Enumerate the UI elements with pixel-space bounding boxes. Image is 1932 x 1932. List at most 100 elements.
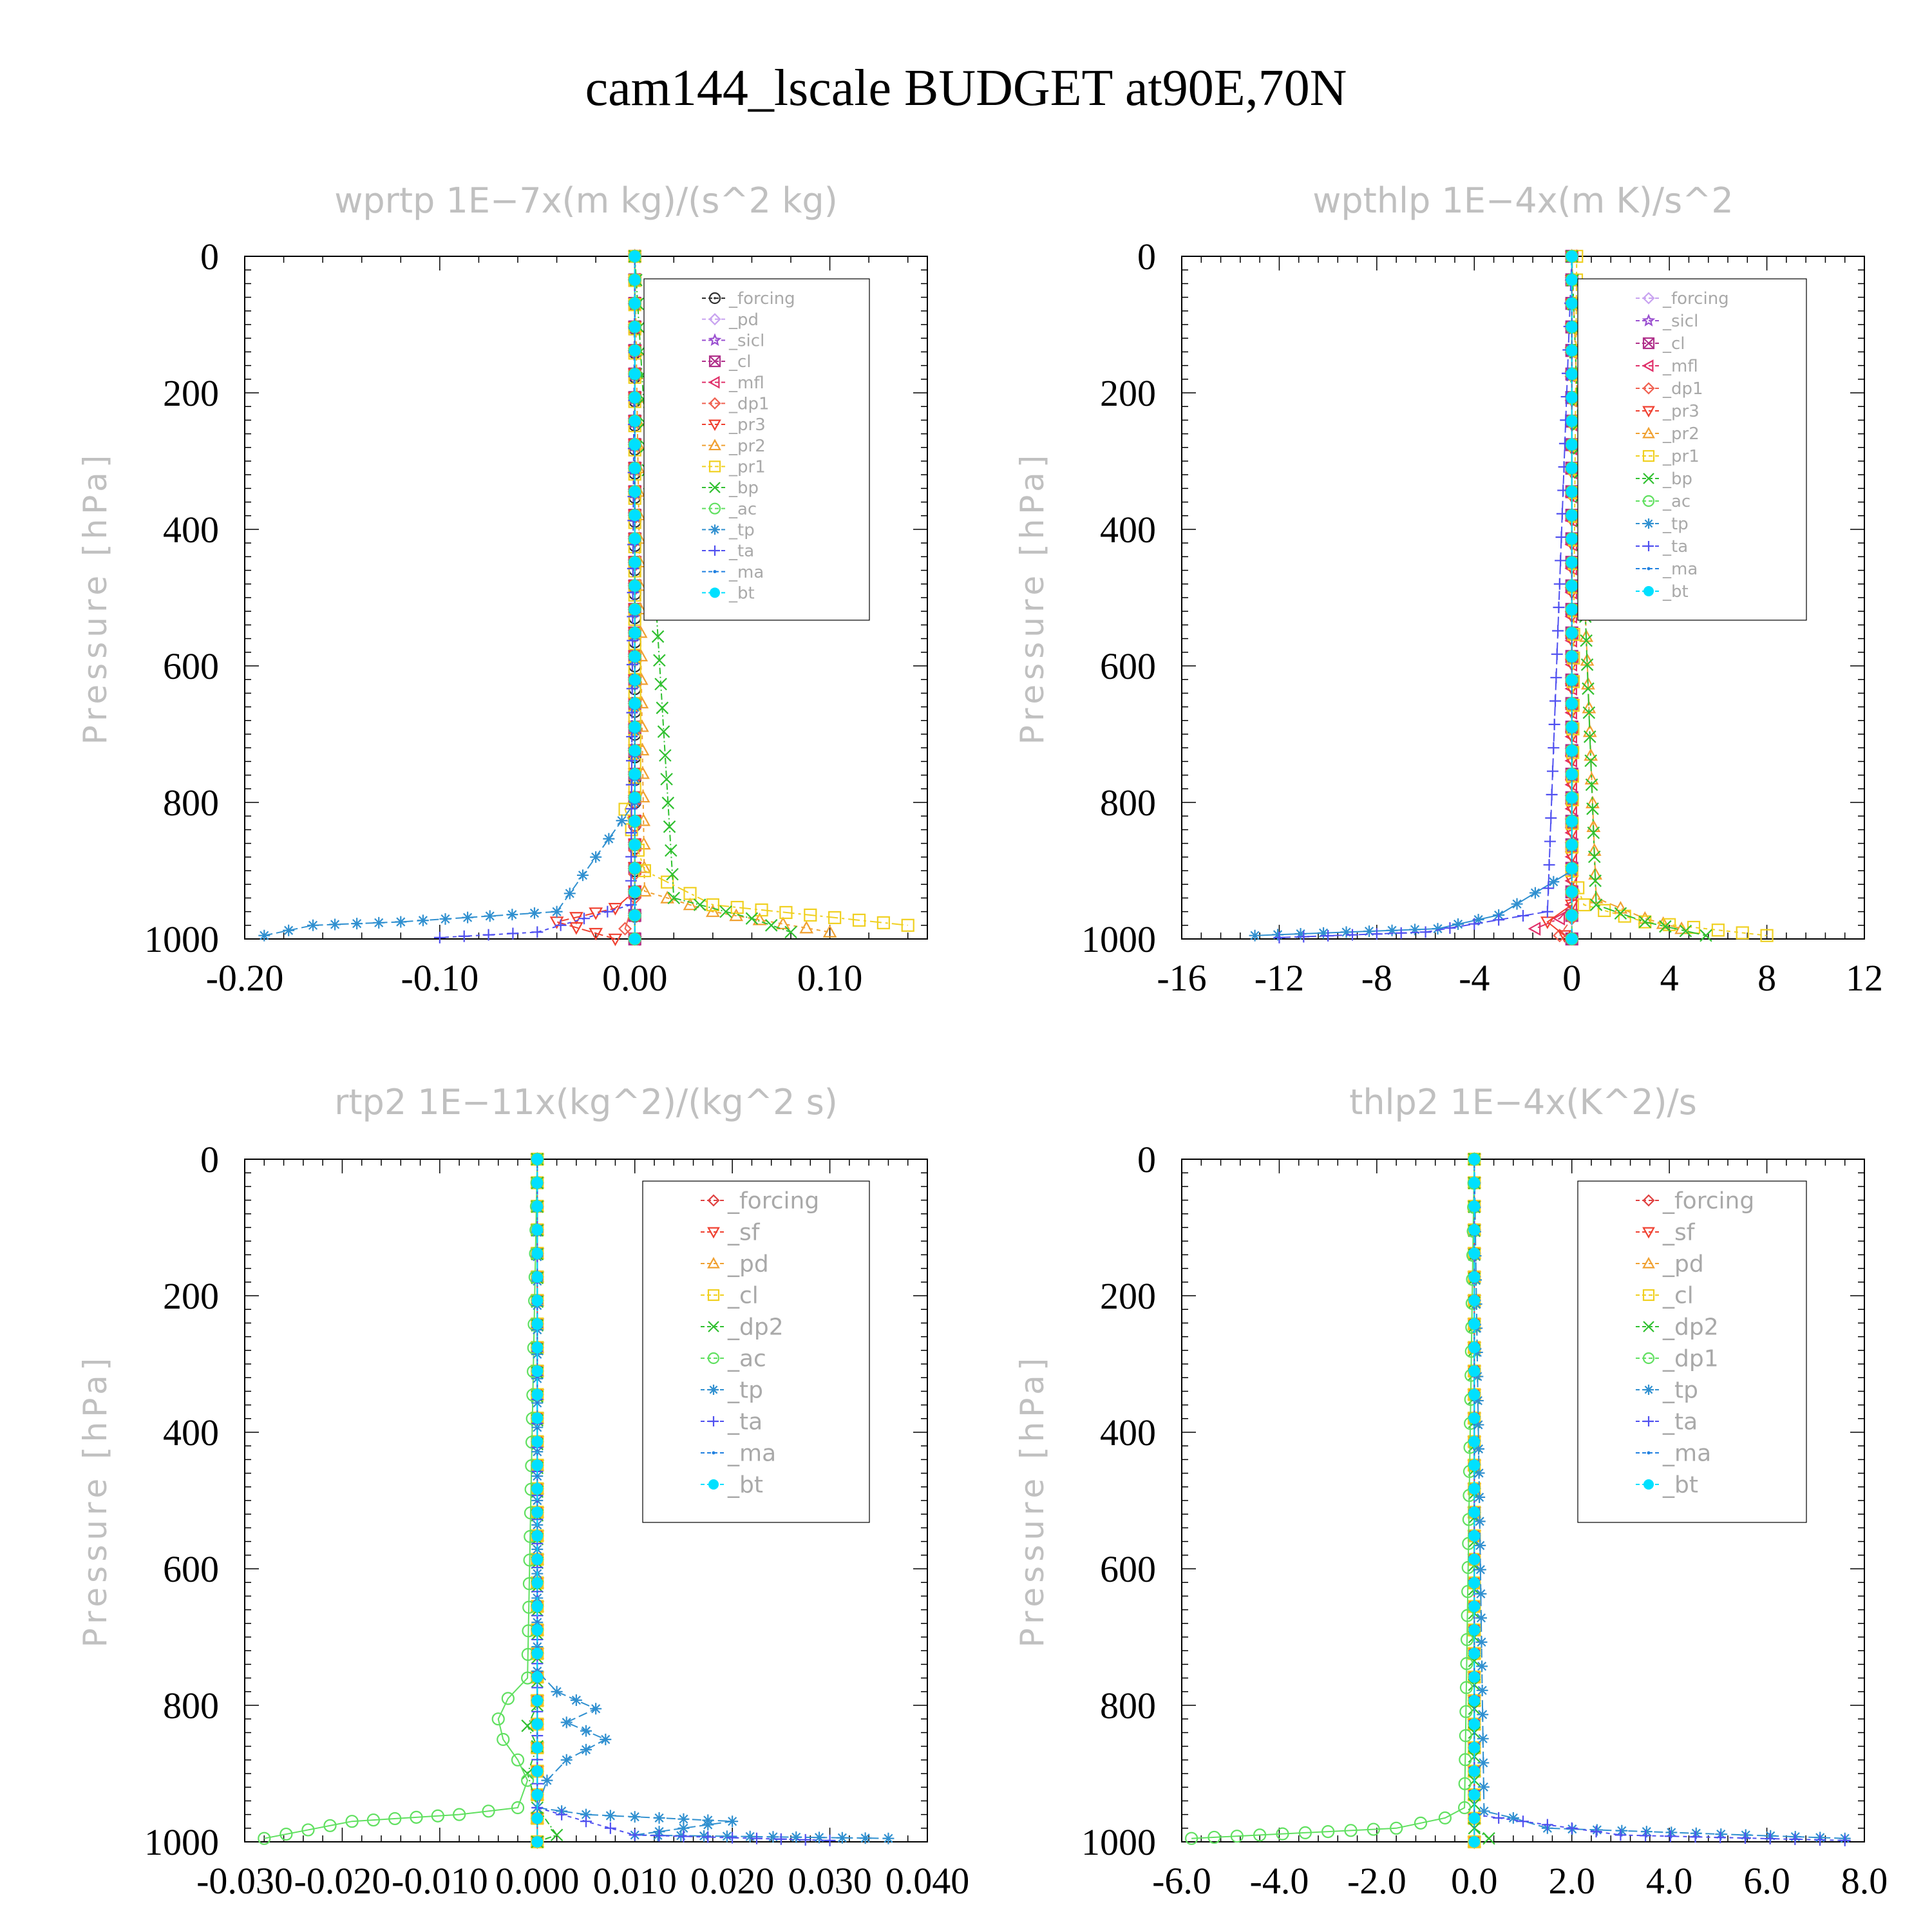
data-point bbox=[531, 1153, 544, 1165]
data-point bbox=[730, 900, 744, 914]
data-point bbox=[601, 905, 614, 918]
data-point bbox=[521, 1767, 534, 1780]
legend-entry: _cl bbox=[1636, 334, 1685, 354]
legend-marker bbox=[708, 502, 721, 515]
data-point bbox=[876, 916, 890, 929]
y-tick-label: 800 bbox=[1100, 782, 1156, 824]
data-point bbox=[677, 1822, 690, 1834]
data-point bbox=[531, 1435, 544, 1448]
data-point bbox=[706, 898, 719, 912]
legend-label: _cl bbox=[728, 352, 752, 372]
data-point bbox=[1548, 742, 1560, 754]
legend-entry: _cl bbox=[702, 352, 752, 372]
x-tick-label: -0.20 bbox=[206, 957, 284, 999]
legend-entry: _forcing bbox=[1636, 1188, 1754, 1215]
data-point bbox=[1566, 415, 1578, 427]
data-point bbox=[551, 1685, 563, 1698]
data-point bbox=[629, 933, 641, 945]
data-point bbox=[1551, 648, 1563, 660]
data-point bbox=[1294, 928, 1307, 940]
data-point bbox=[813, 1832, 826, 1844]
data-point bbox=[629, 886, 641, 898]
y-tick-label: 800 bbox=[1100, 1685, 1156, 1727]
data-point bbox=[629, 439, 641, 451]
legend-marker bbox=[1642, 1289, 1655, 1302]
data-point bbox=[531, 1200, 544, 1213]
data-point bbox=[1566, 909, 1578, 922]
data-point bbox=[329, 918, 341, 931]
data-point bbox=[1566, 933, 1578, 945]
data-point bbox=[1674, 921, 1689, 934]
data-point bbox=[1414, 1816, 1428, 1830]
series-bt bbox=[531, 1153, 544, 1848]
legend-marker bbox=[713, 570, 717, 574]
data-point bbox=[531, 1671, 544, 1683]
data-point bbox=[1589, 898, 1603, 911]
data-point bbox=[1541, 1819, 1553, 1831]
data-point bbox=[637, 860, 652, 873]
data-point bbox=[279, 1827, 293, 1841]
data-point bbox=[1566, 368, 1578, 380]
data-point bbox=[1583, 730, 1596, 743]
x-tick-label: 2.0 bbox=[1548, 1860, 1595, 1902]
data-point bbox=[1640, 1830, 1652, 1842]
figure-title: cam144_lscale BUDGET at90E,70N bbox=[585, 60, 1347, 117]
legend-entry: _tp bbox=[1636, 1378, 1698, 1404]
data-point bbox=[1546, 788, 1558, 800]
data-point bbox=[1468, 1365, 1481, 1377]
legend-label: _tp bbox=[727, 1378, 763, 1404]
data-point bbox=[1468, 1822, 1481, 1835]
data-point bbox=[1321, 1825, 1335, 1839]
data-point bbox=[1587, 850, 1601, 864]
y-tick-label: 600 bbox=[1100, 1548, 1156, 1590]
legend-marker bbox=[708, 1321, 719, 1332]
data-point bbox=[258, 929, 270, 942]
data-point bbox=[1472, 1394, 1484, 1406]
x-tick-label: 12 bbox=[1846, 957, 1883, 999]
data-point bbox=[1580, 658, 1594, 671]
data-point bbox=[1468, 1459, 1481, 1472]
data-point bbox=[616, 815, 628, 827]
legend-label: _dp2 bbox=[727, 1314, 784, 1341]
data-point bbox=[629, 603, 641, 616]
data-point bbox=[683, 897, 697, 911]
data-point bbox=[1395, 927, 1407, 939]
data-point bbox=[484, 910, 496, 922]
data-point bbox=[1566, 533, 1578, 545]
data-point bbox=[1468, 1530, 1481, 1542]
data-point bbox=[683, 887, 697, 900]
legend-marker bbox=[1643, 337, 1654, 349]
data-point bbox=[775, 1833, 787, 1845]
data-point bbox=[629, 415, 641, 427]
x-tick-label: -12 bbox=[1255, 957, 1304, 999]
data-point bbox=[1566, 768, 1578, 781]
data-point bbox=[702, 1831, 714, 1843]
data-point bbox=[659, 749, 672, 762]
legend-label: _bt bbox=[1662, 582, 1689, 601]
y-tick-label: 400 bbox=[163, 1412, 219, 1454]
data-point bbox=[570, 1694, 582, 1707]
data-point bbox=[836, 1832, 848, 1844]
data-point bbox=[1409, 923, 1421, 936]
data-point bbox=[1566, 439, 1578, 451]
legend-marker bbox=[1642, 359, 1654, 372]
data-point bbox=[1613, 901, 1628, 914]
data-point bbox=[531, 1271, 544, 1283]
data-point bbox=[663, 820, 676, 833]
data-point bbox=[1566, 580, 1578, 592]
data-point bbox=[629, 1811, 641, 1823]
legend-label: _pd bbox=[1662, 1251, 1704, 1278]
legend-marker bbox=[1642, 382, 1655, 395]
series-line bbox=[634, 256, 830, 933]
legend-label: _pr2 bbox=[1662, 424, 1700, 444]
legend-entry: _dp1 bbox=[702, 394, 770, 413]
data-point bbox=[726, 1815, 739, 1828]
legend-entry: _mfl bbox=[1636, 357, 1698, 376]
data-point bbox=[554, 919, 567, 931]
legend-label: _bp bbox=[1662, 469, 1692, 489]
x-tick-label: -0.10 bbox=[401, 957, 478, 999]
data-point bbox=[1659, 920, 1672, 933]
data-point bbox=[1566, 650, 1578, 663]
legend-label: _dp1 bbox=[1662, 1346, 1719, 1372]
legend-entry: _forcing bbox=[702, 289, 795, 308]
